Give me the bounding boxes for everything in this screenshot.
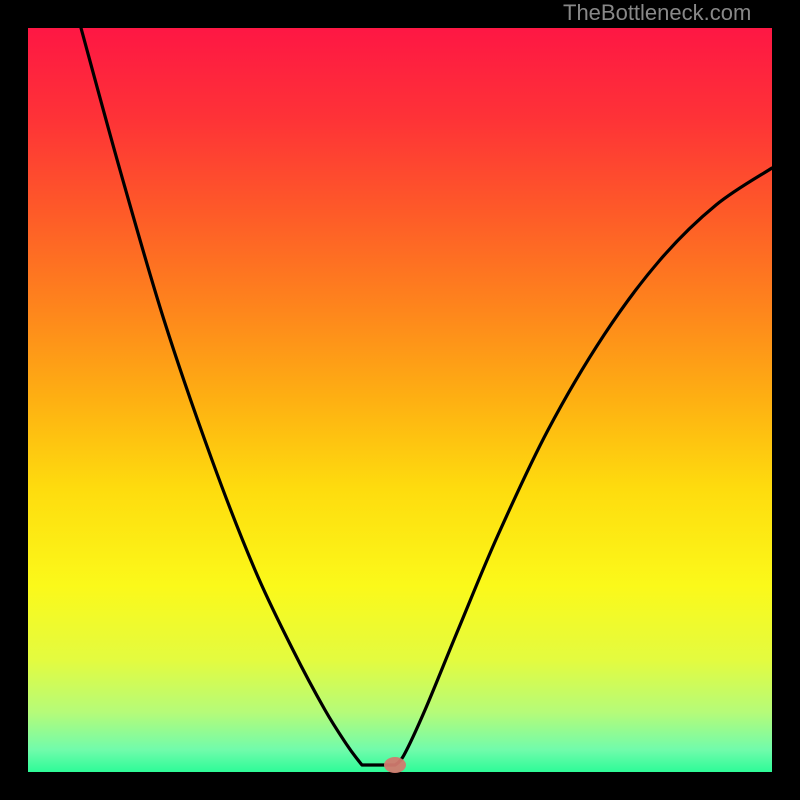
plot-area <box>28 28 772 772</box>
plot-svg <box>0 0 800 800</box>
minimum-marker <box>384 757 406 773</box>
chart-canvas: TheBottleneck.com <box>0 0 800 800</box>
watermark-text: TheBottleneck.com <box>563 0 751 26</box>
